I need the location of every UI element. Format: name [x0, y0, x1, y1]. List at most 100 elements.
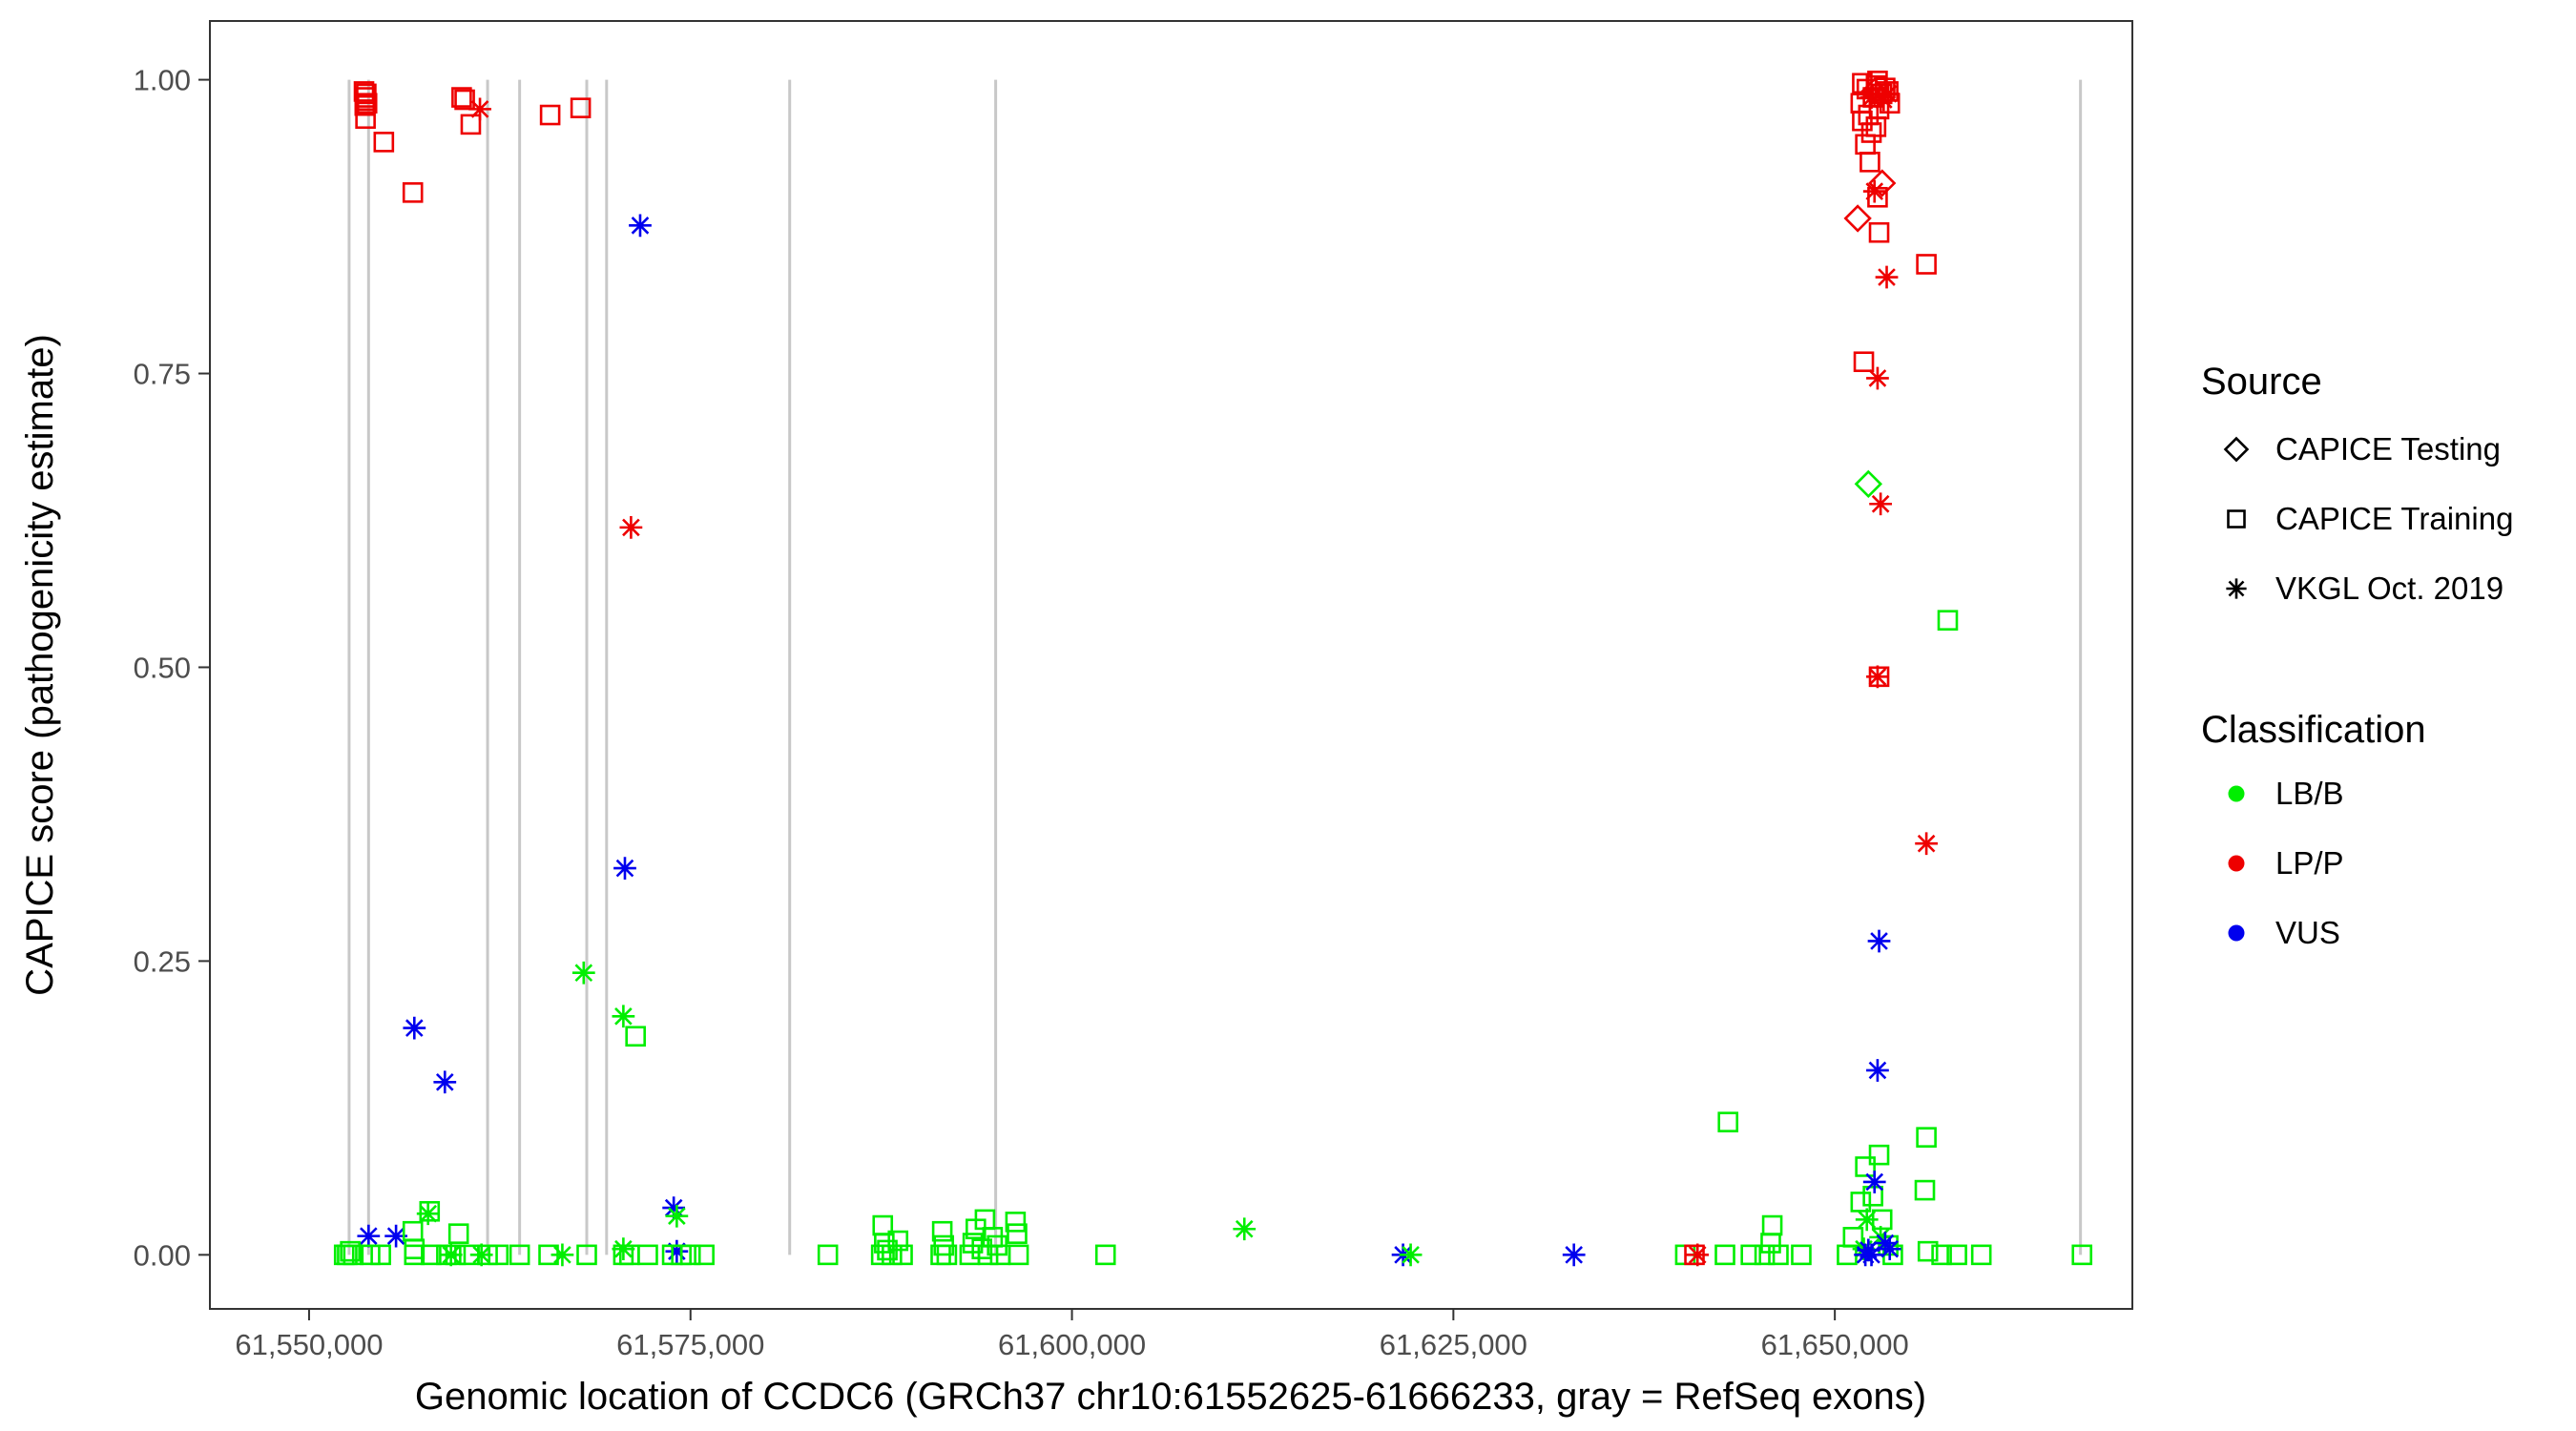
y-tick-label: 1.00	[134, 64, 191, 97]
data-point	[887, 1230, 909, 1252]
data-point	[370, 1244, 391, 1266]
data-point	[1878, 1237, 1901, 1261]
data-point	[1686, 1243, 1710, 1267]
data-point	[402, 182, 424, 203]
x-tick-label: 61,575,000	[616, 1328, 764, 1361]
y-tick-label: 0.50	[134, 651, 191, 684]
data-point	[571, 961, 595, 985]
x-tick-label: 61,550,000	[235, 1328, 383, 1361]
data-point	[343, 1244, 364, 1266]
data-point	[1867, 929, 1891, 953]
data-point	[1754, 1244, 1776, 1266]
legend-class-dot	[2228, 855, 2245, 872]
data-point	[576, 1244, 597, 1266]
data-point	[679, 1244, 701, 1266]
x-tick-label: 61,625,000	[1380, 1328, 1527, 1361]
y-tick-label: 0.25	[134, 944, 191, 978]
data-point	[613, 857, 636, 880]
data-point	[625, 1026, 646, 1047]
data-point	[1869, 492, 1893, 516]
data-point	[1768, 1244, 1789, 1266]
data-point	[1855, 1208, 1879, 1232]
legend-source-title: Source	[2201, 361, 2322, 403]
data-point	[612, 1237, 635, 1261]
legend: Source CAPICE Testing CAPICE Training VKGL…	[2201, 361, 2513, 950]
data-point	[874, 1233, 895, 1254]
data-point	[1855, 1156, 1876, 1177]
data-point	[1915, 832, 1938, 856]
data-point	[477, 1244, 498, 1266]
data-point	[360, 1244, 381, 1266]
data-point	[612, 1005, 635, 1028]
data-point	[1877, 82, 1900, 106]
data-point	[936, 1244, 958, 1266]
data-point	[539, 104, 561, 126]
data-point	[662, 1196, 686, 1219]
data-point	[1843, 204, 1872, 233]
legend-source-label: CAPICE Testing	[2275, 431, 2501, 467]
data-point	[1866, 1059, 1889, 1082]
legend-classification-title: Classification	[2201, 709, 2426, 751]
data-point	[1946, 1244, 1967, 1266]
data-point	[2071, 1244, 2093, 1266]
data-point	[1931, 1244, 1952, 1266]
data-point	[817, 1244, 839, 1266]
data-point	[1860, 77, 1889, 106]
data-point	[570, 97, 592, 118]
data-point	[665, 1239, 689, 1263]
data-point	[416, 1202, 440, 1226]
data-point	[1867, 186, 1888, 208]
data-point	[637, 1244, 658, 1266]
data-point	[882, 1244, 903, 1266]
data-point	[1862, 179, 1886, 203]
data-point	[1005, 1212, 1027, 1233]
x-tick-label: 61,650,000	[1761, 1328, 1909, 1361]
data-point	[892, 1244, 913, 1266]
legend-classification-items: LB/B LP/P VUS	[2228, 776, 2344, 950]
legend-class-dot	[2228, 924, 2245, 942]
legend-source-label: CAPICE Training	[2275, 501, 2513, 536]
legend-source-items: CAPICE Testing CAPICE Training VKGL Oct. 2…	[2223, 431, 2513, 606]
data-point	[1854, 469, 1883, 498]
data-point	[1850, 1192, 1872, 1213]
data-point	[1868, 221, 1890, 243]
data-point	[1859, 1243, 1883, 1267]
legend-source-item: VKGL Oct. 2019	[2226, 570, 2503, 606]
data-point	[353, 81, 375, 102]
data-point	[439, 1243, 463, 1267]
data-point	[1094, 1244, 1116, 1266]
data-point	[1937, 610, 1959, 631]
data-point	[665, 1204, 689, 1228]
legend-class-label: LP/P	[2275, 845, 2344, 881]
data-point	[509, 1244, 530, 1266]
data-point	[403, 1016, 426, 1040]
data-point	[1760, 1233, 1781, 1254]
data-point	[451, 87, 472, 108]
data-point	[340, 1240, 361, 1262]
data-point	[1866, 665, 1889, 689]
x-axis-title: Genomic location of CCDC6 (GRCh37 chr10:…	[415, 1376, 1926, 1418]
data-point	[1868, 1144, 1890, 1166]
legend-class-item: LB/B	[2228, 776, 2344, 811]
data-point	[1916, 254, 1937, 275]
data-point	[1862, 1171, 1886, 1193]
legend-source-marker	[2226, 578, 2247, 599]
data-point	[1866, 366, 1889, 390]
data-point	[1917, 1240, 1939, 1262]
axes: 61,550,000 61,575,000 61,600,000 61,625,000…	[134, 64, 1909, 1361]
data-point	[1862, 1185, 1883, 1207]
data-point	[1970, 1244, 1992, 1266]
data-point	[469, 1243, 493, 1267]
legend-class-dot	[2228, 785, 2245, 802]
data-point	[619, 516, 643, 539]
plot-panel-border	[209, 20, 2133, 1310]
data-point	[1717, 1111, 1739, 1132]
data-point	[1868, 169, 1897, 197]
data-point	[488, 1244, 509, 1266]
data-points	[333, 71, 2093, 1267]
data-point	[694, 1244, 715, 1266]
data-point	[404, 1244, 426, 1266]
data-point	[1714, 1244, 1735, 1266]
data-point	[1916, 1127, 1937, 1148]
